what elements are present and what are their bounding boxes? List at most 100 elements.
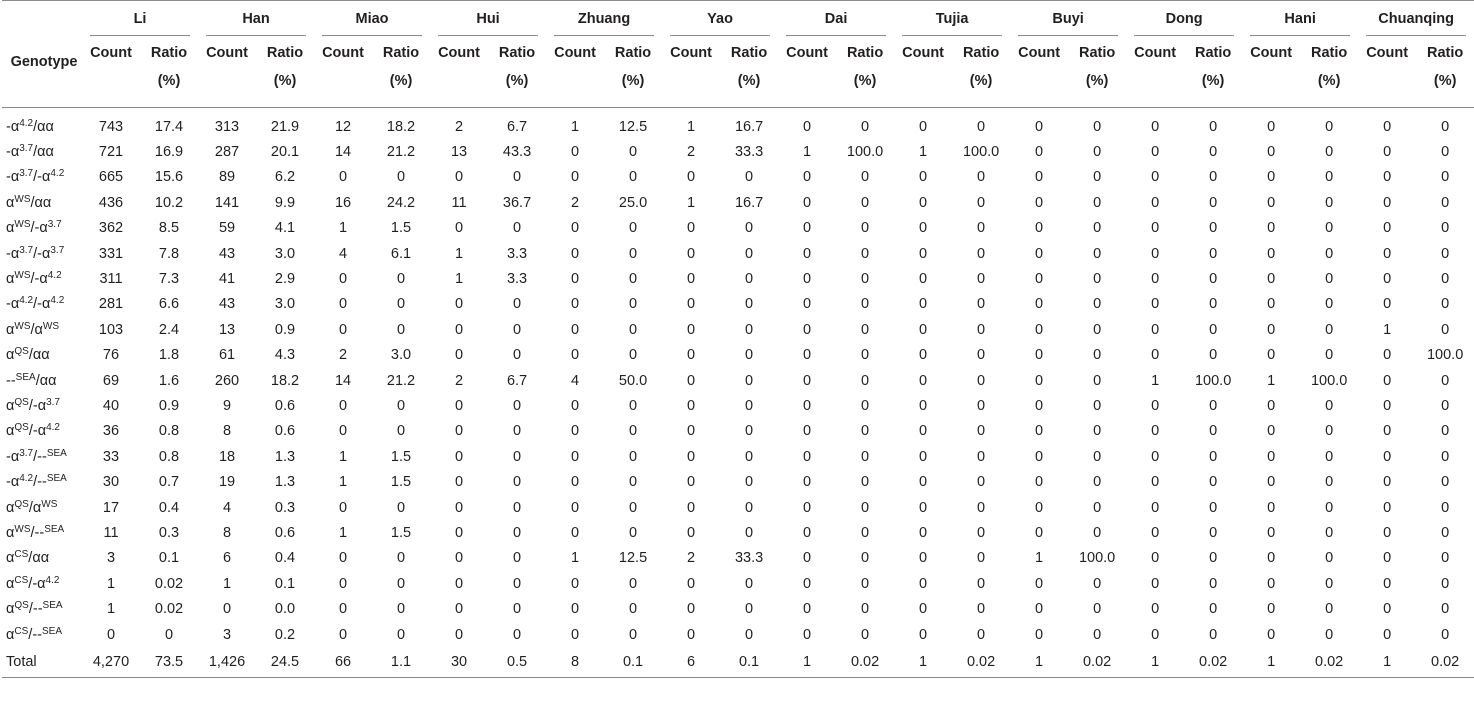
ratio-cell: 0 xyxy=(1209,271,1218,288)
genotype-superscript: SEA xyxy=(44,523,65,535)
ratio-cell: 0 xyxy=(861,296,870,313)
ratio-cell: 0 xyxy=(861,271,870,288)
ratio-cell: 0 xyxy=(1093,601,1102,618)
count-cell: 69 xyxy=(102,372,120,389)
genotype-cell: αCS/αα xyxy=(2,546,82,571)
count-cell: 0 xyxy=(919,626,928,643)
count-cell: 0 xyxy=(1267,220,1276,237)
genotype-cell: --SEA/αα xyxy=(2,368,82,393)
genotype-superscript: WS xyxy=(41,498,58,510)
ratio-cell: 4.3 xyxy=(274,347,296,364)
total-ratio-cell: 0.1 xyxy=(738,654,760,671)
total-ratio-cell: 24.5 xyxy=(270,654,300,671)
count-cell: 0 xyxy=(570,271,580,288)
count-cell: 0 xyxy=(1035,423,1044,440)
count-cell: 0 xyxy=(919,347,928,364)
count-cell: 0 xyxy=(1267,271,1276,288)
ratio-cell: 0 xyxy=(512,448,522,465)
ratio-cell: 0 xyxy=(629,575,638,592)
genotype-text: -α xyxy=(6,169,20,186)
count-cell: 313 xyxy=(214,118,240,135)
count-cell: 0 xyxy=(570,169,580,186)
ratio-cell: 0 xyxy=(396,296,406,313)
count-cell: 0 xyxy=(1035,194,1044,211)
ratio-cell: 3.0 xyxy=(390,347,412,364)
genotype-superscript: WS xyxy=(14,193,31,205)
count-cell: 0 xyxy=(919,550,928,567)
count-subheader: Count xyxy=(670,45,712,61)
ratio-cell: 0 xyxy=(396,499,406,516)
ratio-cell: 21.9 xyxy=(270,118,300,135)
count-cell: 743 xyxy=(98,118,124,135)
ratio-cell: 0 xyxy=(629,347,638,364)
ratio-subheader: Ratio (%) xyxy=(962,45,1000,89)
count-cell: 0 xyxy=(1035,144,1044,161)
count-cell: 0 xyxy=(687,448,696,465)
ratio-cell: 16.7 xyxy=(734,194,764,211)
count-cell: 0 xyxy=(570,499,580,516)
ratio-cell: 0 xyxy=(861,347,870,364)
ratio-cell: 3.3 xyxy=(506,271,528,288)
count-cell: 0 xyxy=(1035,321,1044,338)
ratio-cell: 6.7 xyxy=(506,372,528,389)
count-cell: 0 xyxy=(570,245,580,262)
count-cell: 0 xyxy=(919,194,928,211)
count-cell: 0 xyxy=(570,448,580,465)
table-row: αQS/-α4.2 36 0.8 8 0.6 0 0 0 0 0 0 0 0 0 0 0 0 0 0 0 0 0 0 0 0 xyxy=(2,419,1474,444)
total-count-cell: 1 xyxy=(1151,654,1160,671)
count-cell: 0 xyxy=(1151,194,1160,211)
count-cell: 0 xyxy=(1267,575,1276,592)
count-cell: 0 xyxy=(1151,118,1160,135)
count-cell: 0 xyxy=(687,169,696,186)
ratio-cell: 0 xyxy=(512,321,522,338)
table-row: -α4.2/-α4.2 281 6.6 43 3.0 0 0 0 0 0 0 0 0 0 0 0 0 0 0 0 0 0 0… xyxy=(2,292,1474,317)
count-cell: 11 xyxy=(103,524,119,541)
genotype-superscript: 4.2 xyxy=(50,295,65,307)
genotype-cell: αQS/αWS xyxy=(2,495,82,520)
ratio-cell: 20.1 xyxy=(270,144,300,161)
count-subheader: Count xyxy=(554,45,596,61)
ratio-cell: 0 xyxy=(745,397,754,414)
count-cell: 0 xyxy=(803,448,812,465)
count-cell: 665 xyxy=(98,169,124,186)
count-cell: 0 xyxy=(454,347,464,364)
ratio-cell: 0 xyxy=(1441,626,1450,643)
count-cell: 13 xyxy=(450,144,468,161)
ratio-cell: 0 xyxy=(861,372,870,389)
genotype-text: /αα xyxy=(33,144,54,161)
ratio-subheader: Ratio (%) xyxy=(846,45,884,89)
count-cell: 331 xyxy=(98,245,124,262)
ratio-cell: 0.6 xyxy=(274,397,296,414)
ratio-cell: 0 xyxy=(1325,499,1334,516)
ratio-cell: 0 xyxy=(1325,601,1334,618)
genotype-text: /-α xyxy=(33,296,51,313)
ratio-cell: 0.1 xyxy=(274,575,296,592)
ratio-cell: 0.0 xyxy=(274,601,296,618)
count-cell: 0 xyxy=(803,372,812,389)
ratio-cell: 0 xyxy=(629,499,638,516)
ratio-cell: 0.8 xyxy=(158,423,180,440)
genotype-superscript: QS xyxy=(14,346,29,358)
ratio-cell: 0 xyxy=(1093,423,1102,440)
ratio-cell: 1.3 xyxy=(274,448,296,465)
genotype-text: -α xyxy=(6,296,20,313)
count-cell: 1 xyxy=(454,271,464,288)
ratio-cell: 0 xyxy=(1209,397,1218,414)
total-ratio-cell: 0.02 xyxy=(850,654,880,671)
count-cell: 0 xyxy=(1267,397,1276,414)
count-cell: 36 xyxy=(102,423,120,440)
count-cell: 61 xyxy=(218,347,236,364)
ratio-cell: 24.2 xyxy=(386,194,416,211)
ratio-cell: 0 xyxy=(1325,423,1334,440)
ratio-cell: 0 xyxy=(1325,220,1334,237)
ratio-cell: 0 xyxy=(629,474,638,491)
genotype-superscript: CS xyxy=(14,549,29,561)
ratio-cell: 0 xyxy=(1093,118,1102,135)
ratio-cell: 0 xyxy=(861,550,870,567)
genotype-superscript: 3.7 xyxy=(47,219,62,231)
ratio-cell: 0 xyxy=(512,397,522,414)
count-cell: 0 xyxy=(1383,118,1392,135)
count-cell: 0 xyxy=(1383,169,1392,186)
count-subheader: Count xyxy=(1018,45,1061,61)
ratio-cell: 17.4 xyxy=(154,118,184,135)
